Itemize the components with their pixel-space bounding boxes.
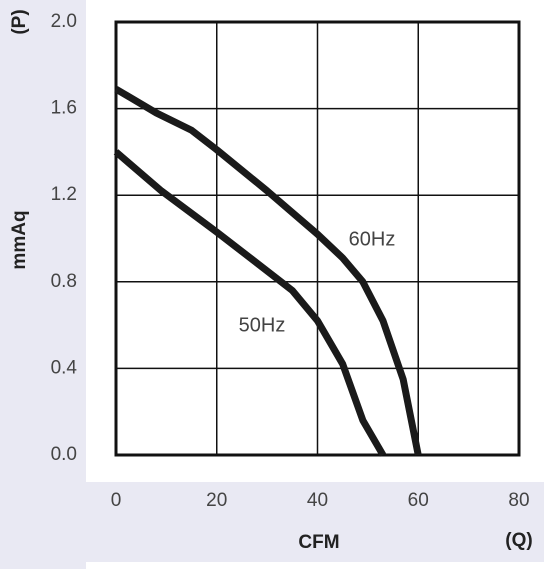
x-tick-label: 80 [508,490,529,511]
curve-label: 60Hz [349,228,396,250]
y-tick-label: 1.2 [51,184,77,205]
x-tick-label: 60 [408,490,429,511]
bottom-band [86,482,544,562]
x-tick-label: 40 [307,490,328,511]
y-axis-symbol: (P) [9,9,30,34]
x-axis-label: CFM [298,532,339,553]
y-tick-label: 0.0 [51,444,77,465]
y-tick-label: 1.6 [51,98,77,119]
left-band [0,0,86,569]
y-tick-label: 2.0 [51,11,77,32]
plot-frame [114,20,521,457]
y-tick-label: 0.8 [51,271,77,292]
x-tick-label: 20 [206,490,227,511]
curve-label: 50Hz [239,314,286,336]
y-tick-label: 0.4 [51,357,78,378]
x-axis-symbol: (Q) [505,530,532,551]
x-tick-label: 0 [111,490,122,511]
curve [114,86,422,456]
y-axis-label: mmAq [9,210,30,269]
curve [113,149,387,457]
